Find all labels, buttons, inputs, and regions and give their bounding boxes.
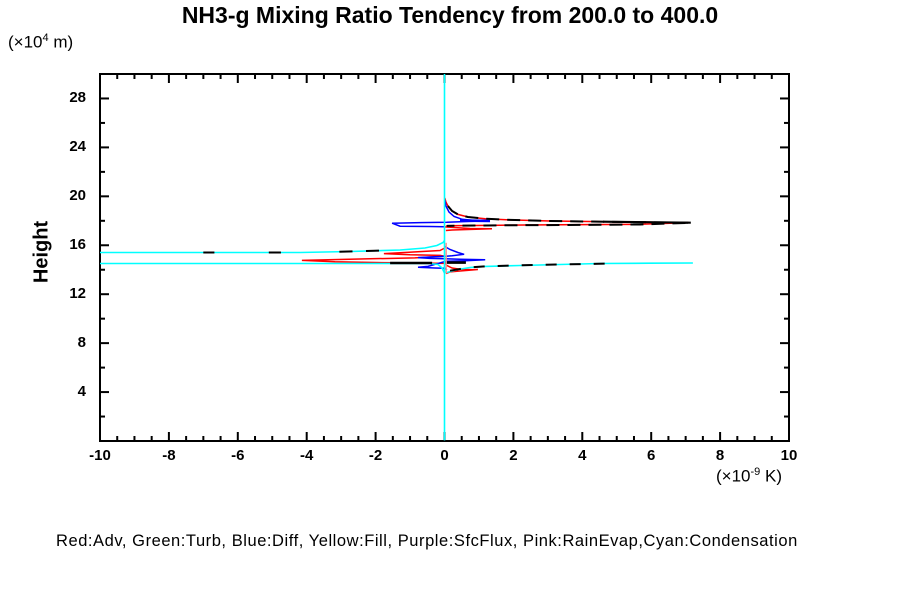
x-tick-label: -8 [162, 447, 176, 464]
legend-text: Red:Adv, Green:Turb, Blue:Diff, Yellow:F… [56, 532, 798, 550]
y-tick-label: 20 [69, 187, 86, 205]
x-tick-label: 8 [715, 447, 725, 464]
y-tick-label: 28 [69, 89, 86, 107]
x-tick-label: 4 [578, 447, 587, 464]
x-tick-label: 10 [780, 447, 798, 464]
adv-lower [301, 247, 478, 275]
y-tick-label: 4 [77, 383, 86, 401]
condensation-upper [100, 239, 446, 254]
y-axis-unit: (×104 m) [8, 32, 74, 52]
y-tick-label: 8 [77, 334, 86, 352]
y-tick-label: 16 [69, 236, 86, 254]
y-tick-label: 12 [69, 285, 86, 303]
x-tick-label: -6 [231, 447, 245, 464]
y-axis-unit-exponent: 4 [42, 32, 49, 44]
x-tick-label: -2 [368, 447, 383, 464]
x-tick-label: -10 [89, 447, 111, 464]
chart-title: NH3-g Mixing Ratio Tendency from 200.0 t… [181, 2, 719, 28]
diff-upper [391, 199, 491, 228]
x-tick-label: 2 [509, 447, 518, 464]
black-tip-upper [602, 220, 691, 224]
x-tick-label: 0 [440, 447, 449, 464]
x-tick-label: -4 [300, 447, 314, 464]
adv-upper [444, 197, 690, 232]
black-dashed-lower [449, 262, 610, 272]
x-axis-unit: (×10-9 K) [716, 466, 783, 486]
x-tick-label: 6 [647, 447, 656, 464]
x-axis-unit-exponent: -9 [750, 466, 761, 478]
y-tick-label: 24 [69, 138, 86, 156]
black-dashed-upper [446, 205, 691, 227]
